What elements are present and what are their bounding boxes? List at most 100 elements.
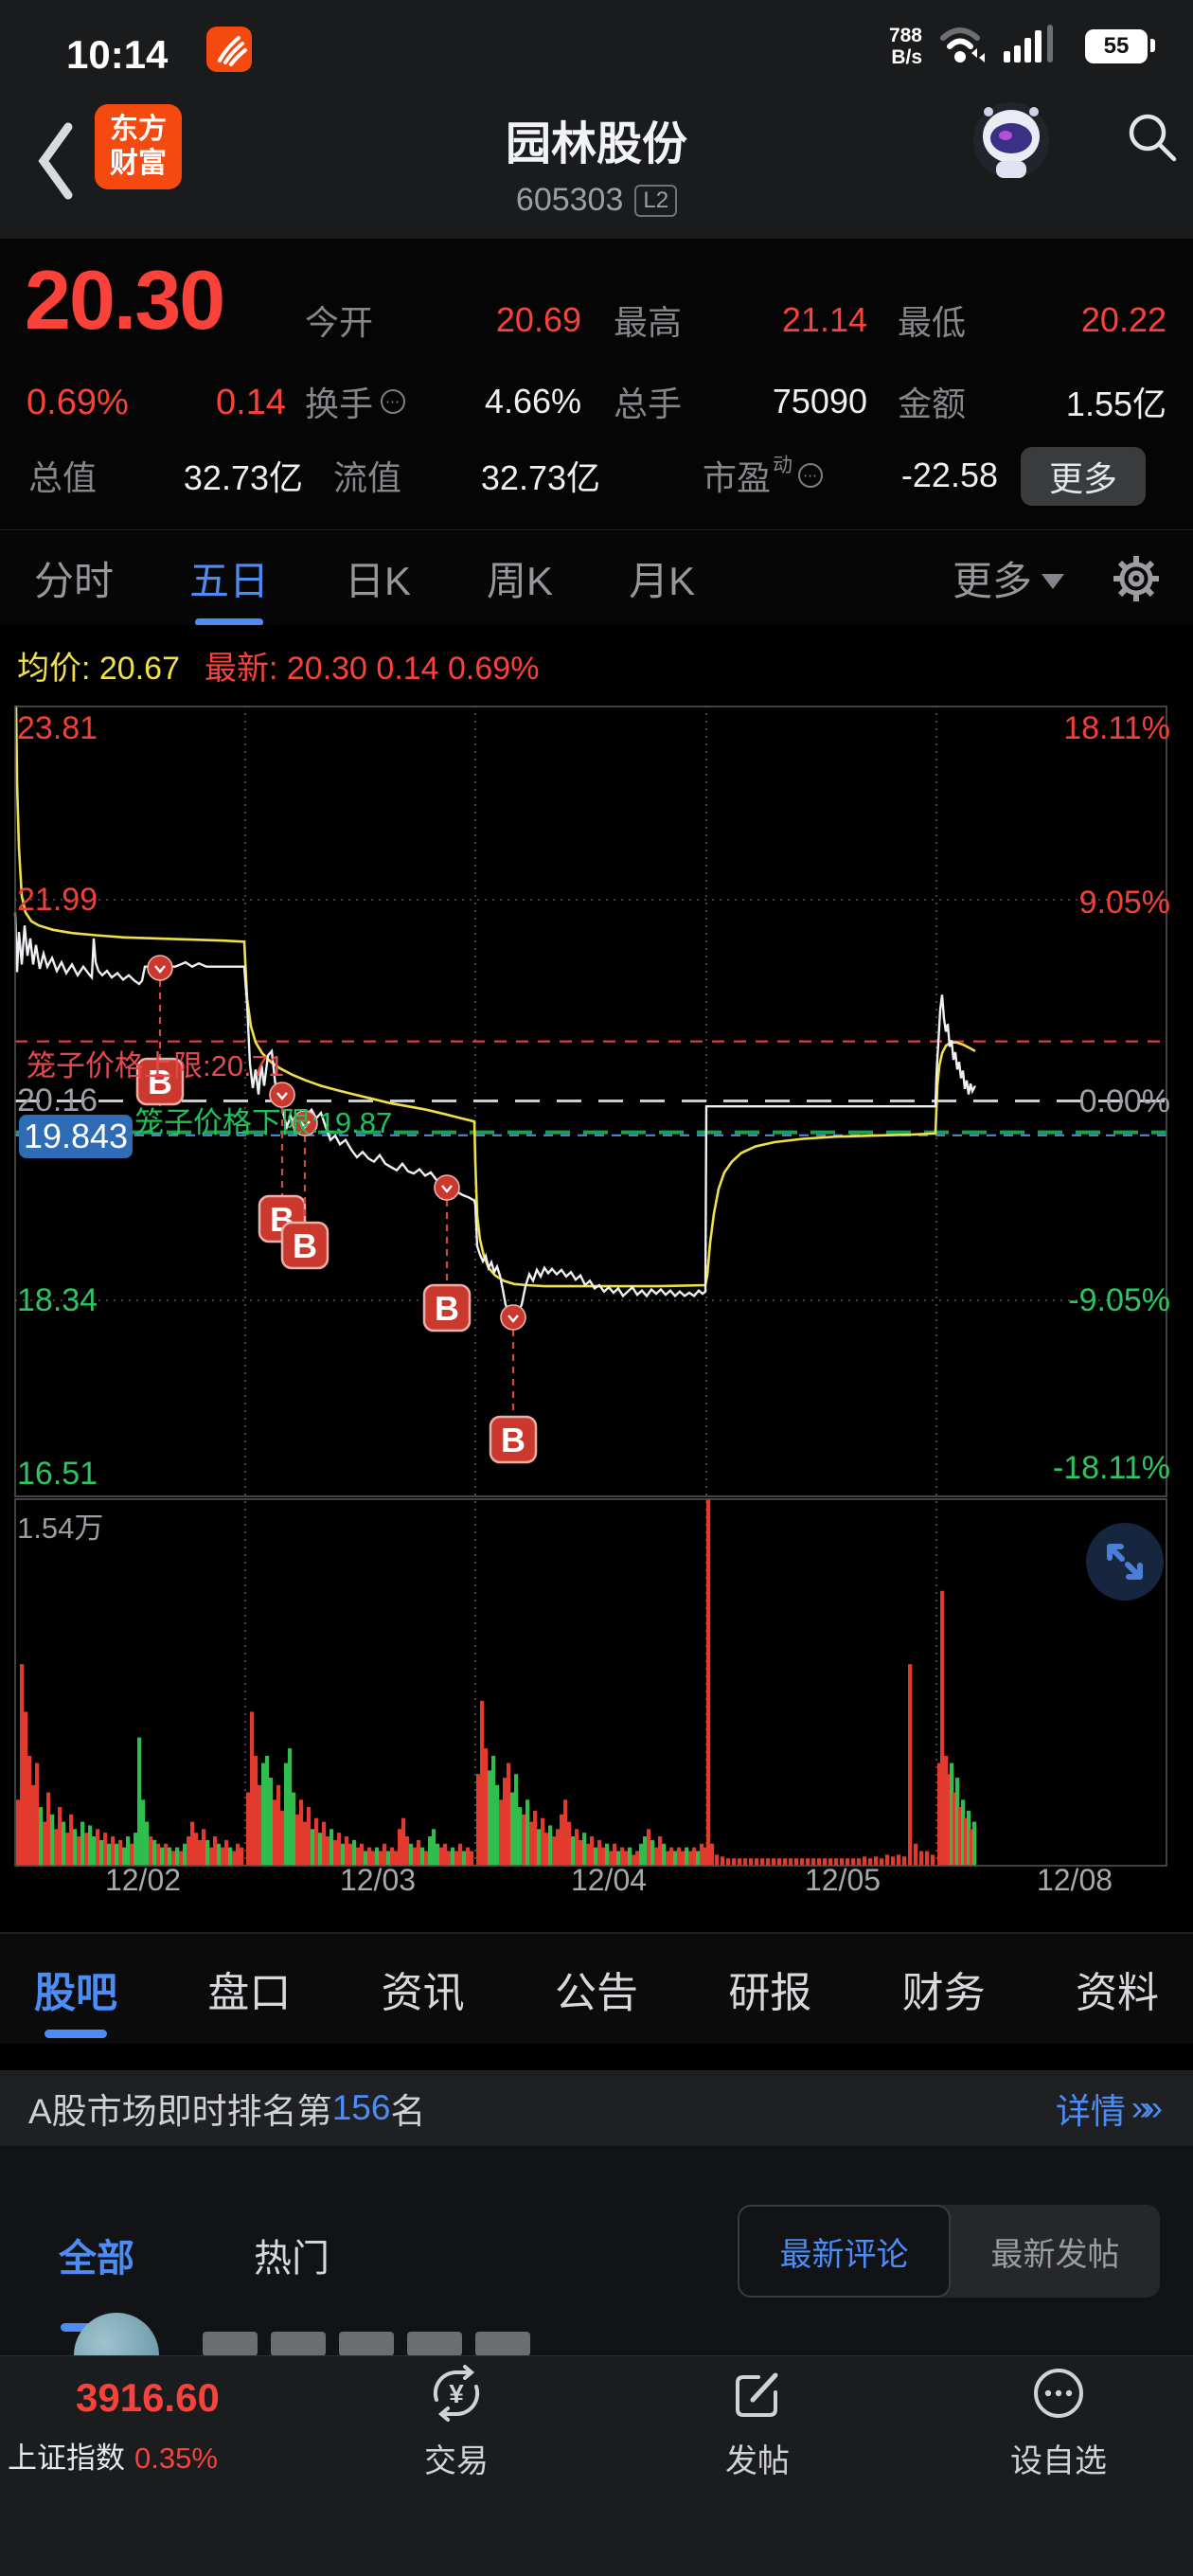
- axis-label: 18.11%: [1063, 710, 1170, 746]
- legend-latest-price: 最新: 20.30 0.14 0.69%: [204, 651, 540, 687]
- field-amount: 金额 1.55亿: [898, 385, 1166, 423]
- svg-text:¥: ¥: [449, 2379, 464, 2408]
- change-value: 0.14: [216, 383, 286, 422]
- buy-marker[interactable]: B: [489, 1415, 538, 1464]
- status-bar: 10:14 788 B/s 55: [0, 0, 1193, 87]
- field-low: 最低 20.22: [898, 300, 1166, 342]
- add-watchlist-button[interactable]: 设自选: [964, 2364, 1153, 2481]
- tab-weekly-k[interactable]: 周K: [487, 559, 554, 603]
- axis-label: 9.05%: [1078, 885, 1170, 921]
- buy-marker[interactable]: B: [135, 1057, 185, 1106]
- post-button[interactable]: 发帖: [663, 2364, 852, 2481]
- last-price: 20.30: [25, 253, 225, 347]
- tab-order-book[interactable]: 盘口: [207, 1970, 292, 2016]
- clock: 10:14: [66, 32, 169, 77]
- axis-label: 18.34: [17, 1282, 98, 1318]
- fullscreen-expand-button[interactable]: [1086, 1523, 1164, 1601]
- date-label: 12/08: [1036, 1863, 1113, 1897]
- tab-research[interactable]: 研报: [728, 1970, 812, 2016]
- tab-financials[interactable]: 财务: [901, 1970, 986, 2016]
- ranking-detail-link[interactable]: 详情»»: [1056, 2083, 1165, 2134]
- tab-daily-k[interactable]: 日K: [345, 559, 412, 603]
- ranking-text: A股市场即时排名第: [28, 2092, 332, 2131]
- compose-icon: [728, 2364, 787, 2427]
- svg-text:B: B: [435, 1289, 459, 1328]
- tab-announcements[interactable]: 公告: [554, 1970, 638, 2016]
- date-label: 12/04: [570, 1863, 648, 1897]
- field-high: 最高 21.14: [614, 300, 867, 342]
- detail-section-tabs: 股吧 盘口 资讯 公告 研报 财务 资料: [0, 1932, 1193, 2044]
- axis-label: 16.51: [17, 1456, 98, 1492]
- field-turnover: 换手 ⋯ 4.66%: [305, 382, 581, 423]
- quote-panel: 20.30 0.69% 0.14 今开 20.69 最高 21.14 最低 20.22…: [0, 239, 1193, 530]
- date-label: 12/02: [104, 1863, 182, 1897]
- assistant-robot-icon[interactable]: [968, 93, 1055, 188]
- network-speed: 788 B/s: [888, 24, 922, 68]
- change-percent: 0.69%: [27, 383, 129, 422]
- axis-label: 20.16: [17, 1082, 98, 1118]
- field-pe-ratio: 市盈动 ⋯ -22.58: [703, 455, 998, 497]
- sort-segmented-control: 最新评论 最新发帖: [738, 2205, 1160, 2298]
- axis-label: 0.00%: [1078, 1083, 1170, 1119]
- shanghai-index-value[interactable]: 3916.60: [76, 2375, 220, 2420]
- eastmoney-logo-icon: 东方 财富: [95, 104, 182, 189]
- tab-five-day[interactable]: 五日: [186, 536, 273, 620]
- shanghai-index-row[interactable]: 上证指数 0.35%: [8, 2442, 218, 2475]
- filter-hot[interactable]: 热门: [254, 2238, 329, 2280]
- battery-icon: 55: [1085, 28, 1155, 63]
- chevron-down-icon: [1042, 573, 1064, 589]
- wifi-icon: [935, 21, 990, 71]
- trade-button[interactable]: ¥ 交易: [362, 2364, 551, 2481]
- quote-more-button[interactable]: 更多: [1021, 447, 1146, 506]
- info-icon[interactable]: ⋯: [798, 463, 824, 488]
- stock-title: 园林股份: [505, 119, 687, 170]
- date-axis: 12/02 12/03 12/04 12/05 12/08: [0, 1863, 1193, 1906]
- tab-more-dropdown[interactable]: 更多: [953, 549, 1064, 607]
- tab-profile[interactable]: 资料: [1075, 1970, 1159, 2016]
- tab-news[interactable]: 资讯: [381, 1970, 465, 2016]
- cellular-signal-icon: [1004, 21, 1072, 71]
- field-open: 今开 20.69: [305, 300, 581, 342]
- app-logo-icon: [206, 27, 252, 72]
- legend-average-price: 均价: 20.67: [17, 651, 180, 687]
- volume-scale-label: 1.54万: [17, 1512, 104, 1545]
- header: 东方 财富 园林股份 605303 L2: [0, 87, 1193, 239]
- svg-text:B: B: [293, 1226, 317, 1265]
- bottom-action-bar: 3916.60 上证指数 0.35% ¥ 交易 发帖: [0, 2355, 1193, 2576]
- axis-label: -9.05%: [1068, 1282, 1170, 1318]
- axis-label: -18.11%: [1052, 1450, 1170, 1486]
- sort-latest-posts[interactable]: 最新发帖: [990, 2236, 1120, 2273]
- info-icon[interactable]: ⋯: [381, 389, 406, 414]
- field-market-cap: 总值 32.73亿: [28, 458, 303, 497]
- back-button[interactable]: [32, 114, 80, 208]
- chart-settings-gear-icon[interactable]: [1110, 552, 1163, 605]
- buy-marker[interactable]: B: [280, 1221, 329, 1270]
- axis-label: 23.81: [17, 710, 98, 746]
- sort-latest-comments[interactable]: 最新评论: [738, 2205, 951, 2298]
- current-price-badge: 19.843: [19, 1115, 133, 1158]
- trade-icon: ¥: [427, 2364, 486, 2427]
- field-volume: 总手 75090: [614, 382, 867, 423]
- filter-all[interactable]: 全部: [59, 2227, 134, 2332]
- chart-period-tabs: 分时 五日 日K 周K 月K 更多: [0, 531, 1193, 625]
- double-chevron-icon: »»: [1131, 2088, 1163, 2127]
- svg-text:B: B: [148, 1063, 172, 1101]
- tab-guba[interactable]: 股吧: [32, 1941, 119, 2036]
- field-float-cap: 流值 32.73亿: [333, 458, 600, 497]
- buy-marker[interactable]: B: [422, 1283, 472, 1333]
- tab-minute[interactable]: 分时: [34, 559, 115, 603]
- tab-monthly-k[interactable]: 月K: [629, 559, 696, 603]
- search-icon[interactable]: [1123, 108, 1182, 167]
- ranking-number: 156: [331, 2088, 391, 2127]
- guba-comments-section: 全部 热门 最新评论 最新发帖: [0, 2146, 1193, 2398]
- market-ranking-banner[interactable]: A股市场即时排名第 156 名 详情»»: [0, 2070, 1193, 2146]
- cage-lower-limit-label: 笼子价格下限:19.87: [134, 1106, 393, 1139]
- cage-upper-limit-label: 笼子价格上限:20.71: [27, 1049, 285, 1082]
- date-label: 12/03: [339, 1863, 417, 1897]
- axis-label: 21.99: [17, 882, 98, 918]
- level2-badge: L2: [634, 184, 678, 217]
- chart-legend: 均价: 20.67 最新: 20.30 0.14 0.69%: [0, 625, 1193, 706]
- date-label: 12/05: [804, 1863, 881, 1897]
